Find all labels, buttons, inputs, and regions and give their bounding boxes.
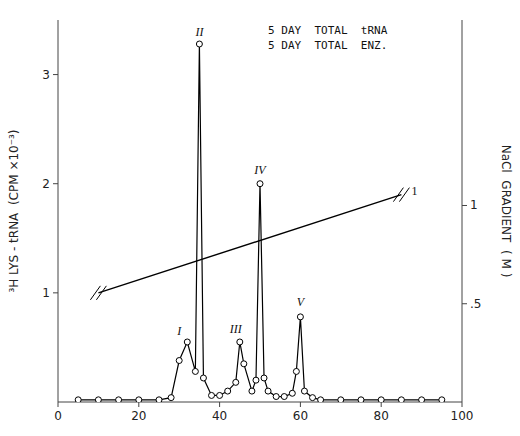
y2-tick-label: .5 xyxy=(470,297,481,311)
point-marker xyxy=(439,397,445,402)
point-marker xyxy=(338,397,344,402)
legend-text: 5 DAY TOTAL tRNA xyxy=(268,24,388,37)
y-tick xyxy=(53,183,58,184)
y-tick xyxy=(53,74,58,75)
x-tick xyxy=(219,402,220,407)
y2-tick-label: 1 xyxy=(470,198,478,212)
break-symbol xyxy=(96,286,106,300)
point-marker xyxy=(192,368,198,374)
annotation: I xyxy=(176,324,182,338)
x-tick-label: 100 xyxy=(451,409,474,423)
y2-axis-line xyxy=(462,20,463,402)
point-marker xyxy=(225,388,231,394)
annotation: IV xyxy=(253,163,267,177)
x-tick-label: 0 xyxy=(54,409,62,423)
point-marker xyxy=(217,392,223,398)
x-tick xyxy=(138,402,139,407)
x-tick-label: 40 xyxy=(212,409,227,423)
point-marker xyxy=(253,377,259,383)
point-marker xyxy=(233,379,239,385)
point-marker xyxy=(378,397,384,402)
x-tick xyxy=(300,402,301,407)
x-tick-label: 20 xyxy=(131,409,146,423)
legend-text: 5 DAY TOTAL ENZ. xyxy=(268,39,387,52)
y-tick-label: 1 xyxy=(42,286,50,300)
point-marker xyxy=(168,395,174,401)
point-marker xyxy=(257,181,263,187)
point-marker xyxy=(358,397,364,402)
annotation: III xyxy=(229,322,243,336)
y2-tick xyxy=(462,205,467,206)
point-marker xyxy=(261,375,267,381)
y-axis-line xyxy=(58,20,59,402)
series-line xyxy=(98,195,401,293)
point-marker xyxy=(176,358,182,364)
y-axis-label: ³H LYS - tRNA (CPM ×10⁻³) xyxy=(7,129,21,292)
break-symbol xyxy=(393,188,403,202)
point-marker xyxy=(318,397,324,402)
point-marker xyxy=(200,375,206,381)
x-tick-label: 80 xyxy=(374,409,389,423)
point-marker xyxy=(237,339,243,345)
y-tick xyxy=(53,292,58,293)
point-marker xyxy=(398,397,404,402)
x-tick xyxy=(58,402,59,407)
point-marker xyxy=(273,394,279,400)
point-marker xyxy=(184,339,190,345)
point-marker xyxy=(419,397,425,402)
point-marker xyxy=(95,397,101,402)
point-marker xyxy=(209,392,215,398)
chart: 0 20 40 60 80 100 1 2 3 .5 1 ³H LYS - tRNA (CPM ×10… xyxy=(0,0,520,436)
point-marker xyxy=(156,397,162,402)
annotation: V xyxy=(297,295,306,309)
point-marker xyxy=(281,394,287,400)
point-marker xyxy=(289,390,295,396)
point-marker xyxy=(293,368,299,374)
y-tick-label: 2 xyxy=(42,177,50,191)
y-tick-label: 3 xyxy=(42,68,50,82)
x-tick xyxy=(462,402,463,407)
point-marker xyxy=(301,388,307,394)
point-marker xyxy=(116,397,122,402)
plot-area xyxy=(75,41,445,402)
point-marker xyxy=(196,41,202,47)
y2-axis-label: NaCl GRADIENT ( M ) xyxy=(499,145,513,278)
x-tick xyxy=(381,402,382,407)
point-marker xyxy=(265,388,271,394)
break-symbol xyxy=(399,188,409,202)
point-marker xyxy=(297,314,303,320)
point-marker xyxy=(75,397,81,402)
annotation: II xyxy=(194,25,204,39)
break-symbol xyxy=(90,286,100,300)
point-marker xyxy=(249,388,255,394)
x-tick-label: 60 xyxy=(293,409,308,423)
point-marker xyxy=(136,397,142,402)
series-line xyxy=(78,44,442,400)
y2-tick xyxy=(462,303,467,304)
point-marker xyxy=(241,361,247,367)
annotation: 1 xyxy=(411,184,417,198)
point-marker xyxy=(310,395,316,401)
